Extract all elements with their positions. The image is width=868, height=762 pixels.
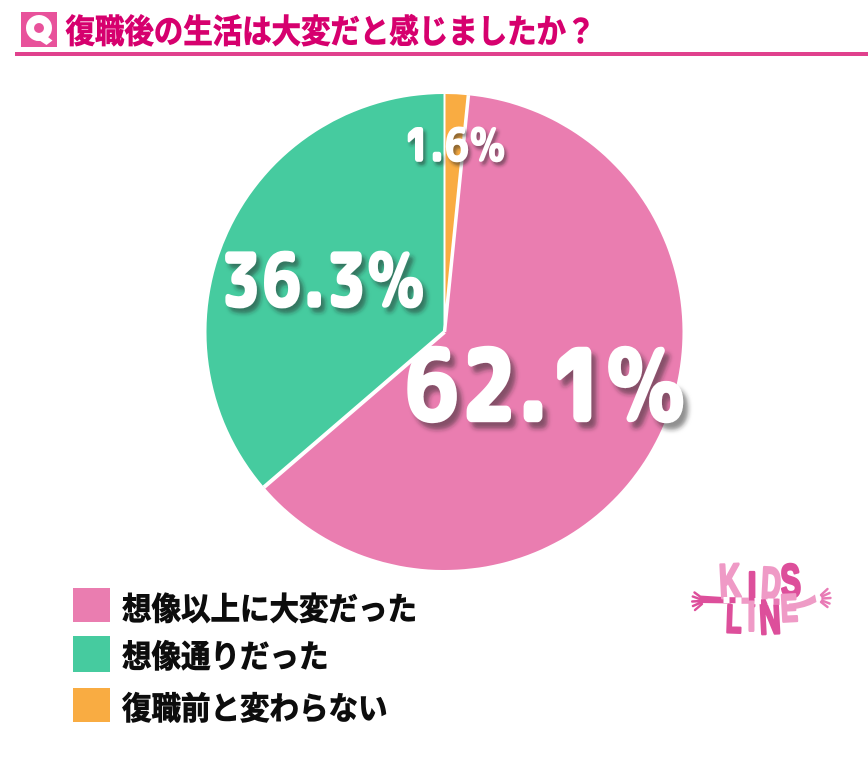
svg-text:K: K: [718, 555, 742, 609]
svg-text:I: I: [748, 595, 755, 639]
svg-text:E: E: [780, 586, 799, 629]
svg-text:I: I: [748, 565, 756, 617]
svg-text:L: L: [725, 598, 742, 642]
svg-text:S: S: [779, 555, 802, 608]
